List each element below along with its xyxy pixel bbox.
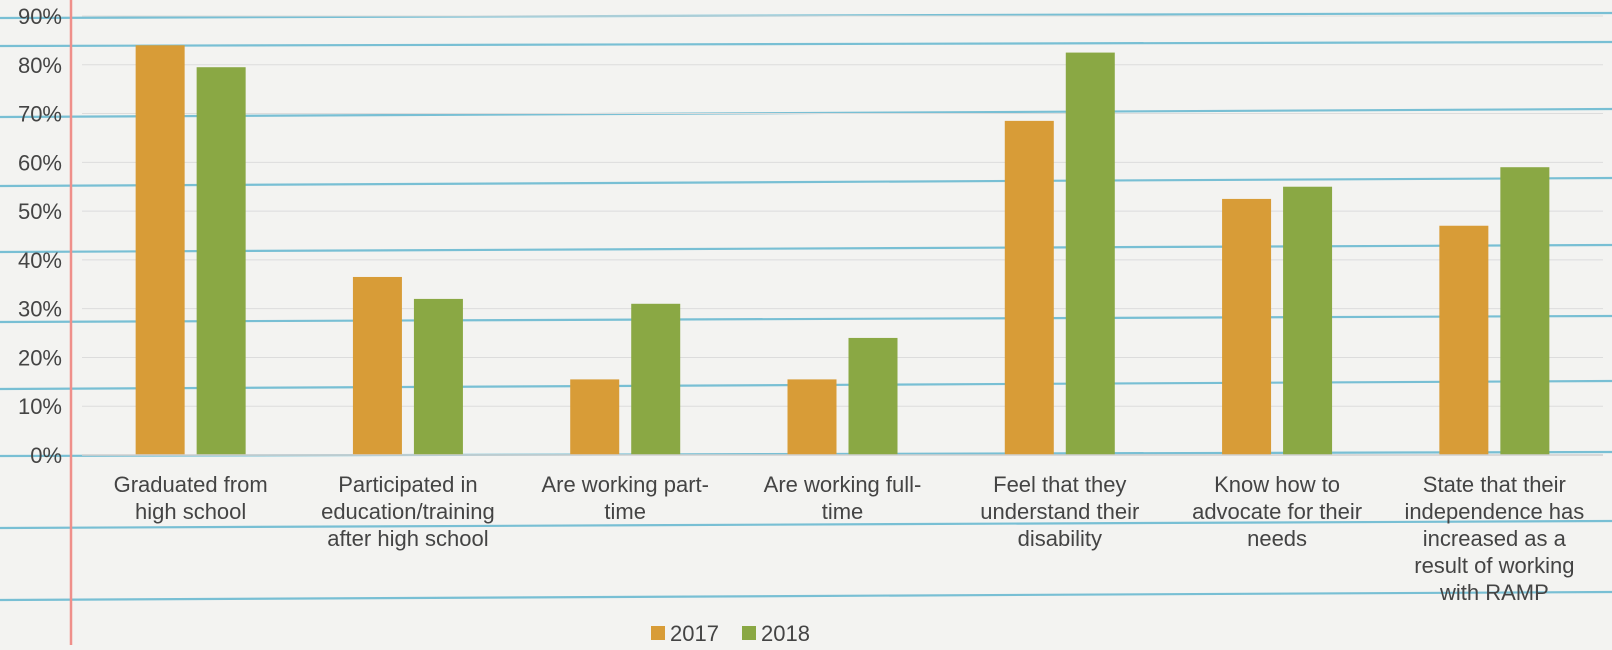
x-category-label: Are working full-time bbox=[764, 472, 922, 524]
x-category-label: Graduated from high school bbox=[114, 472, 268, 524]
y-tick-label: 60% bbox=[18, 150, 62, 175]
y-tick-label: 0% bbox=[30, 443, 62, 468]
legend-swatch-2017 bbox=[651, 626, 665, 640]
bar-2017-7 bbox=[1439, 225, 1489, 455]
y-tick-label: 90% bbox=[18, 4, 62, 29]
y-tick-label: 30% bbox=[18, 297, 62, 322]
ruled-line bbox=[0, 590, 1612, 602]
bar-2018-5 bbox=[1065, 52, 1115, 455]
bar-2017-2 bbox=[352, 276, 402, 455]
x-category-label: State that their independence has increase… bbox=[1404, 472, 1584, 605]
bar-2018-7 bbox=[1500, 167, 1550, 455]
y-tick-label: 20% bbox=[18, 345, 62, 370]
bar-2017-6 bbox=[1222, 198, 1272, 455]
ruled-line bbox=[0, 519, 1612, 530]
y-tick-label: 50% bbox=[18, 199, 62, 224]
bar-2018-4 bbox=[848, 337, 898, 455]
ruled-line bbox=[0, 40, 1612, 48]
bar-2017-5 bbox=[1004, 120, 1054, 455]
legend-label-2017: 2017 bbox=[670, 621, 719, 645]
bar-2017-4 bbox=[787, 379, 837, 455]
ruled-line bbox=[0, 176, 1612, 188]
ruled-line bbox=[0, 314, 1612, 324]
x-category-label: Feel that they understand their disability bbox=[980, 472, 1139, 551]
legend: 2017 2018 bbox=[651, 621, 810, 646]
bar-2018-1 bbox=[196, 67, 246, 455]
y-tick-label: 10% bbox=[18, 394, 62, 419]
bar-2018-2 bbox=[413, 298, 463, 455]
ruled-line bbox=[0, 243, 1612, 254]
bar-2018-6 bbox=[1283, 186, 1333, 455]
x-category-label: Are working part-time bbox=[541, 472, 709, 524]
bar-2017-1 bbox=[135, 45, 185, 456]
bar-2018-3 bbox=[631, 303, 681, 455]
y-tick-label: 40% bbox=[18, 248, 62, 273]
legend-label-2018: 2018 bbox=[761, 621, 810, 645]
x-category-label: Know how to advocate for their needs bbox=[1192, 472, 1362, 551]
y-tick-label: 80% bbox=[18, 53, 62, 78]
y-tick-label: 70% bbox=[18, 102, 62, 127]
x-category-label: Participated in education/training after h… bbox=[321, 472, 495, 551]
ruled-line bbox=[0, 107, 1612, 119]
legend-swatch-2018 bbox=[742, 626, 756, 640]
bar-2017-3 bbox=[570, 379, 620, 455]
